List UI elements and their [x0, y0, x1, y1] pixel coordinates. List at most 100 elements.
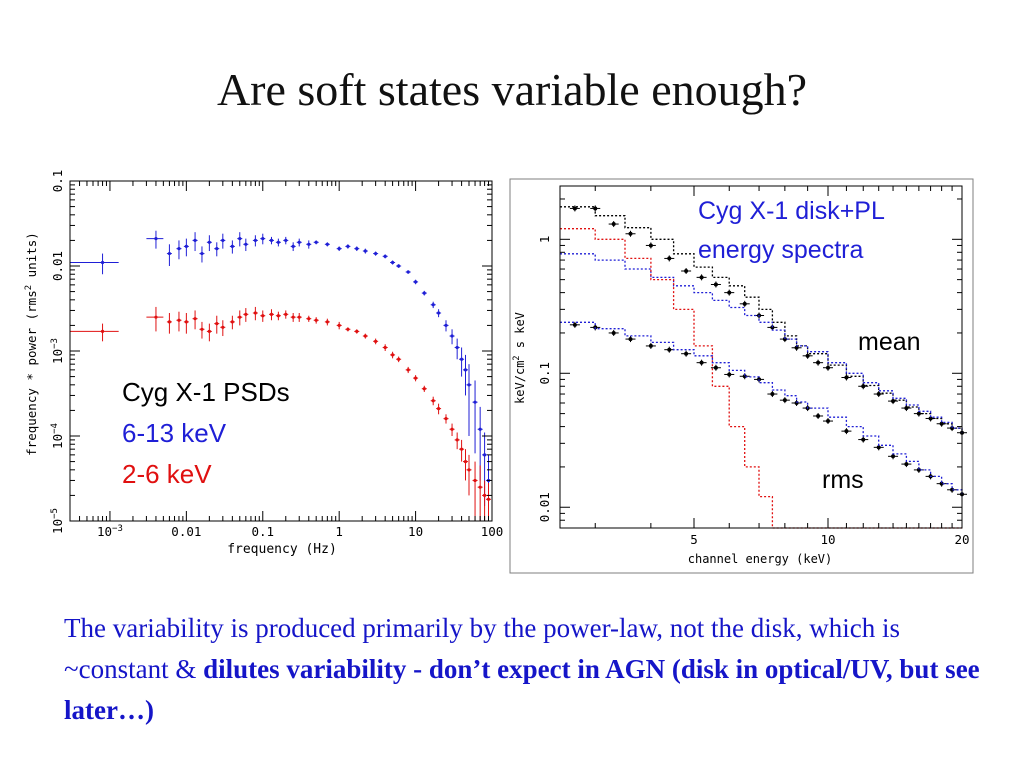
psd-point [463, 459, 468, 464]
psd-point [261, 314, 265, 318]
psd-point [397, 264, 401, 268]
psd-point [291, 244, 295, 249]
psd-y-tick-label: 10−3 [50, 338, 65, 364]
psd-point [473, 400, 477, 404]
psd-point [337, 247, 341, 251]
psd-x-tick-label: 100 [481, 524, 504, 539]
psd-point [238, 315, 242, 319]
psd-point [307, 317, 311, 321]
psd-point [431, 303, 435, 307]
spectra-x-tick-label: 10 [820, 532, 835, 547]
spectra-point [844, 429, 849, 434]
psd-point [467, 383, 471, 387]
psd-point [482, 493, 487, 498]
psd-point [291, 315, 295, 319]
psd-point [422, 387, 426, 391]
psd-point [383, 254, 387, 258]
spectra-model-rms-model [560, 321, 963, 497]
psd-x-tick-label: 10−3 [97, 524, 123, 539]
spectra-point [782, 337, 787, 342]
psd-x-tick-label: 1 [335, 524, 343, 539]
psd-point [184, 320, 188, 324]
psd-point [284, 312, 288, 316]
psd-point [459, 357, 464, 361]
psd-point [459, 447, 464, 451]
spectra-point [928, 416, 933, 421]
psd-point [193, 238, 197, 243]
psd-point [406, 368, 410, 372]
spectra-point [713, 365, 718, 370]
spectra-annotation-line1: Cyg X-1 disk+PL [698, 197, 885, 225]
psd-point [100, 329, 105, 334]
psd-x-tick-label: 0.1 [251, 524, 274, 539]
spectra-point [904, 406, 909, 411]
psd-point [100, 260, 105, 265]
psd-point [444, 323, 448, 328]
spectra-chart: 5 10 20 0.01 0.1 1 channel energy (keV) keV/c… [509, 178, 974, 574]
spectra-point [904, 462, 909, 467]
spectra-point [891, 399, 896, 404]
psd-point [406, 270, 410, 274]
psd-y-tick-label: 10−5 [50, 508, 65, 534]
psd-point [397, 357, 401, 361]
psd-point [244, 312, 248, 316]
spectra-point [816, 413, 821, 418]
spectra-point [770, 325, 775, 330]
spectra-point [939, 481, 944, 486]
spectra-point [770, 392, 775, 397]
psd-point [346, 327, 350, 331]
spectra-model-model-disk [560, 228, 962, 529]
psd-point [355, 247, 359, 251]
psd-point [284, 238, 288, 243]
spectra-model-model-total [560, 206, 963, 433]
psd-point [463, 368, 468, 372]
psd-point [390, 260, 395, 265]
psd-point [374, 339, 378, 343]
psd-point [473, 478, 477, 483]
psd-point [436, 311, 441, 315]
spectra-point [684, 269, 689, 274]
psd-annotation-blue: 6-13 keV [122, 418, 227, 448]
psd-point [436, 407, 441, 411]
psd-point [450, 427, 454, 431]
psd-point [455, 438, 459, 442]
psd-x-tick-label: 0.01 [171, 524, 201, 539]
spectra-point [876, 445, 881, 450]
spectra-y-tick-label: 0.01 [537, 492, 552, 522]
spectra-point [699, 360, 704, 365]
psd-point [167, 320, 172, 324]
psd-point [215, 247, 219, 251]
spectra-x-tick-label: 20 [954, 532, 969, 547]
psd-point [450, 334, 454, 338]
psd-point [413, 280, 418, 284]
psd-chart: 10−3 0.01 0.1 1 10 100 10−5 10−4 10−3 0.01 0.1 fre… [24, 170, 503, 557]
psd-y-tick-label: 0.01 [50, 251, 65, 281]
spectra-x-tick-label: 5 [690, 532, 698, 547]
psd-point [383, 345, 387, 350]
psd-plot-frame [69, 180, 493, 522]
psd-point [444, 417, 448, 421]
spectra-point [742, 301, 747, 306]
psd-point [230, 320, 234, 324]
psd-point [253, 311, 257, 315]
spectra-point [891, 454, 896, 459]
psd-point [486, 497, 491, 501]
psd-point [207, 329, 211, 334]
psd-point [221, 325, 225, 329]
spectra-point [727, 372, 732, 377]
spectra-point [667, 347, 672, 352]
psd-point [184, 244, 188, 249]
psd-y-tick-label: 10−4 [50, 423, 65, 449]
spectra-point [713, 282, 718, 287]
psd-point [297, 240, 301, 244]
psd-point [167, 251, 172, 256]
psd-point [177, 318, 181, 322]
psd-point [314, 318, 318, 322]
spectra-point [727, 290, 732, 295]
psd-annotation-red: 2-6 keV [122, 459, 212, 489]
psd-point [276, 314, 280, 318]
psd-point [363, 249, 367, 253]
spectra-point [611, 330, 616, 335]
psd-point [269, 312, 274, 316]
